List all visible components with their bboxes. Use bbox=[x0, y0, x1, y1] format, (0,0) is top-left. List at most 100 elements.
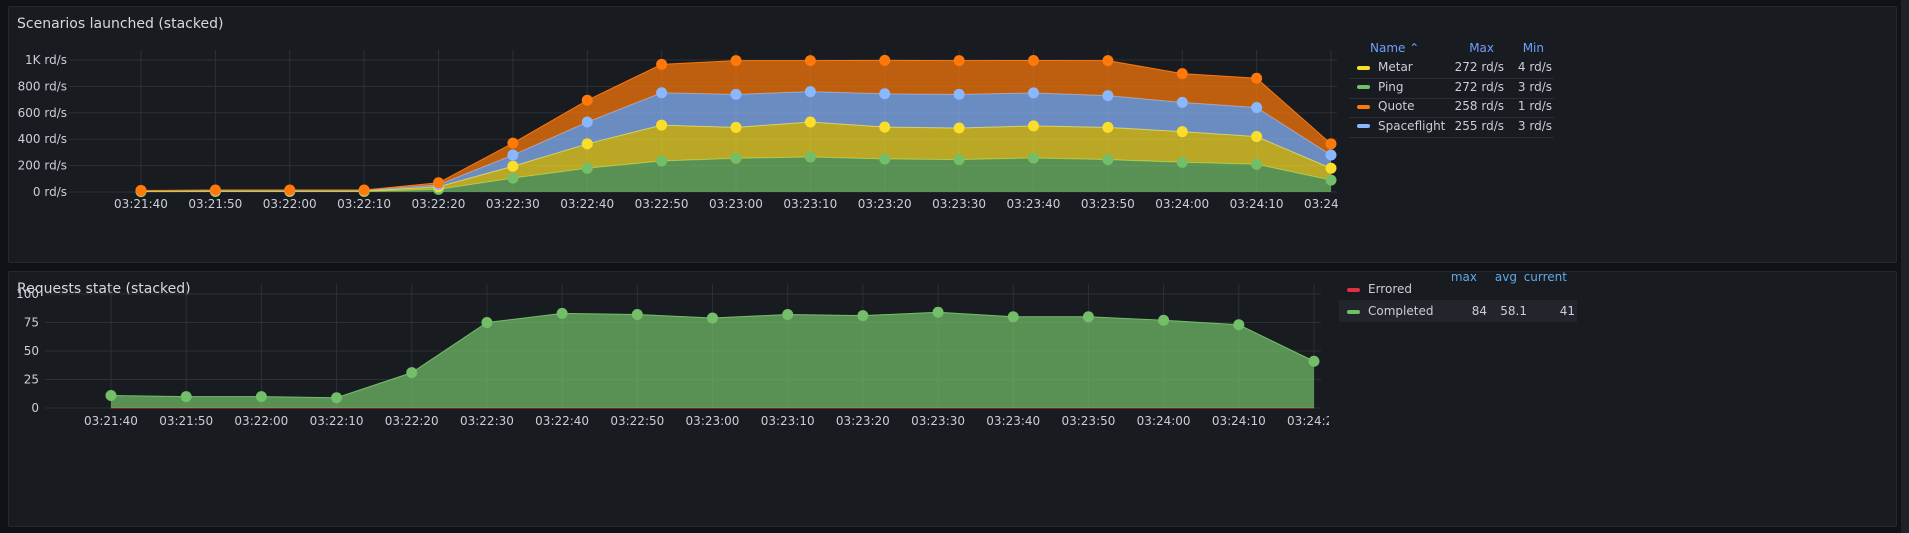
data-point-ping bbox=[804, 151, 816, 163]
data-point-metar bbox=[730, 121, 742, 133]
legend-max-value: 272 rd/s bbox=[1454, 79, 1504, 94]
data-point-quote bbox=[879, 54, 891, 66]
legend-item-ping[interactable]: Ping 272 rd/s 3 rd/s bbox=[1349, 76, 1554, 99]
data-point-ping bbox=[581, 162, 593, 174]
legend-item-completed[interactable]: Completed 84 58.1 41 bbox=[1339, 300, 1577, 322]
data-point-completed bbox=[556, 307, 568, 319]
data-point-completed bbox=[1007, 311, 1019, 323]
legend-header-max[interactable]: max bbox=[1450, 271, 1477, 284]
y-tick-label: 600 rd/s bbox=[18, 106, 67, 120]
data-point-metar bbox=[1028, 120, 1039, 132]
data-point-ping bbox=[1102, 154, 1114, 166]
legend-item-metar[interactable]: Metar 272 rd/s 4 rd/s bbox=[1349, 56, 1554, 79]
legend-min-value: 3 rd/s bbox=[1517, 79, 1552, 94]
x-tick-label: 03:23:00 bbox=[686, 414, 740, 428]
data-point-ping bbox=[1028, 152, 1039, 164]
data-point-completed bbox=[1082, 311, 1094, 323]
legend-min-value: 1 rd/s bbox=[1517, 99, 1552, 113]
legend-series-name: Metar bbox=[1378, 60, 1413, 74]
y-tick-label: 100 bbox=[16, 287, 39, 301]
data-point-metar bbox=[879, 121, 891, 133]
requests-legend: max avg current Errored Completed 84 58.1 41 bbox=[1329, 271, 1896, 526]
data-point-quote bbox=[1102, 55, 1114, 67]
y-tick-label: 800 rd/s bbox=[18, 79, 67, 93]
x-tick-label: 03:23:30 bbox=[932, 197, 986, 211]
x-tick-label: 03:23:30 bbox=[911, 414, 965, 428]
legend-header-current[interactable]: current bbox=[1523, 271, 1567, 284]
legend-max-value: 272 rd/s bbox=[1454, 60, 1504, 74]
series-area-ping bbox=[141, 157, 1331, 192]
requests-state-panel: Requests state (stacked) 0 25 50 75 100 03:21… bbox=[8, 271, 1897, 527]
x-tick-label: 03:23:20 bbox=[858, 197, 912, 211]
legend-series-name: Errored bbox=[1368, 282, 1412, 296]
data-point-spaceflight bbox=[1176, 96, 1188, 108]
legend-min-value: 4 rd/s bbox=[1517, 60, 1552, 74]
data-point-completed bbox=[481, 317, 493, 328]
data-point-ping bbox=[1325, 174, 1337, 186]
legend-max-value: 258 rd/s bbox=[1454, 99, 1504, 113]
legend-item-errored[interactable]: Errored bbox=[1339, 278, 1577, 300]
x-tick-label: 03:22:00 bbox=[263, 197, 317, 211]
x-tick-label: 03:23:50 bbox=[1081, 197, 1135, 211]
data-point-completed bbox=[180, 391, 192, 403]
legend-header-avg[interactable]: avg bbox=[1494, 271, 1517, 284]
data-point-quote bbox=[581, 94, 593, 106]
data-point-quote bbox=[953, 55, 965, 67]
x-tick-label: 03:22:10 bbox=[310, 414, 364, 428]
y-tick-label: 50 bbox=[24, 344, 39, 358]
legend-item-quote[interactable]: Quote 258 rd/s 1 rd/s bbox=[1349, 95, 1554, 118]
data-point-completed bbox=[707, 312, 718, 324]
y-tick-label: 25 bbox=[24, 373, 39, 387]
y-tick-label: 0 bbox=[31, 401, 39, 415]
legend-header-name[interactable]: Name ⌃ bbox=[1370, 41, 1420, 55]
y-tick-label: 1K rd/s bbox=[25, 53, 67, 67]
requests-chart[interactable]: 0 25 50 75 100 03:21:40 03:21:50 03:22:00 03:22:… bbox=[9, 272, 1329, 527]
legend-series-name: Spaceflight bbox=[1378, 118, 1446, 133]
x-tick-label: 03:22:40 bbox=[560, 197, 614, 211]
data-point-completed bbox=[631, 309, 643, 321]
scenarios-launched-panel: Scenarios launched (stacked) 0 rd/s 200 r… bbox=[8, 6, 1897, 263]
series-area-quote bbox=[141, 60, 1331, 191]
data-point-spaceflight bbox=[730, 88, 742, 100]
x-tick-label: 03:22:20 bbox=[412, 197, 466, 211]
legend-max-value: 255 rd/s bbox=[1454, 118, 1504, 133]
data-point-quote bbox=[433, 177, 444, 189]
data-point-completed bbox=[1233, 319, 1245, 331]
data-point-quote bbox=[804, 55, 816, 67]
data-point-quote bbox=[730, 55, 742, 67]
legend-header-max[interactable]: Max bbox=[1469, 41, 1494, 55]
data-point-ping bbox=[1176, 156, 1188, 168]
data-point-quote bbox=[1028, 55, 1039, 67]
y-tick-label: 75 bbox=[24, 316, 39, 330]
x-tick-label: 03:23:40 bbox=[986, 414, 1040, 428]
data-point-metar bbox=[804, 116, 816, 128]
data-point-quote bbox=[284, 184, 296, 196]
x-tick-label: 03:23:20 bbox=[836, 414, 890, 428]
data-point-metar bbox=[581, 138, 593, 150]
legend-swatch bbox=[1347, 309, 1360, 314]
series-area-spaceflight bbox=[141, 91, 1331, 192]
y-tick-label: 0 rd/s bbox=[33, 185, 67, 199]
x-tick-label: 03:22:50 bbox=[635, 197, 689, 211]
x-tick-label: 03:22:50 bbox=[610, 414, 664, 428]
data-point-completed bbox=[1158, 314, 1170, 326]
data-point-ping bbox=[1251, 158, 1263, 170]
x-tick-label: 03:23:10 bbox=[783, 197, 837, 211]
legend-swatch bbox=[1357, 104, 1370, 109]
legend-item-spaceflight[interactable]: Spaceflight 255 rd/s 3 rd/s bbox=[1349, 115, 1554, 138]
data-point-quote bbox=[1251, 72, 1263, 84]
scenarios-chart[interactable]: 0 rd/s 200 rd/s 400 rd/s 600 rd/s 800 rd/s 1K… bbox=[9, 7, 1339, 263]
panel-title: Scenarios launched (stacked) bbox=[17, 16, 224, 32]
data-point-completed bbox=[255, 391, 267, 403]
data-point-completed bbox=[932, 306, 944, 318]
x-tick-label: 03:22:10 bbox=[337, 197, 391, 211]
page-scrollbar[interactable] bbox=[1901, 0, 1909, 533]
data-point-ping bbox=[656, 155, 668, 167]
x-tick-label: 03:21:50 bbox=[159, 414, 213, 428]
data-point-metar bbox=[656, 119, 668, 131]
data-point-metar bbox=[507, 160, 519, 172]
legend-avg-value: 58.1 bbox=[1500, 304, 1527, 318]
x-tick-label: 03:22:30 bbox=[460, 414, 514, 428]
data-point-metar bbox=[1176, 126, 1188, 138]
legend-header-min[interactable]: Min bbox=[1522, 41, 1544, 55]
